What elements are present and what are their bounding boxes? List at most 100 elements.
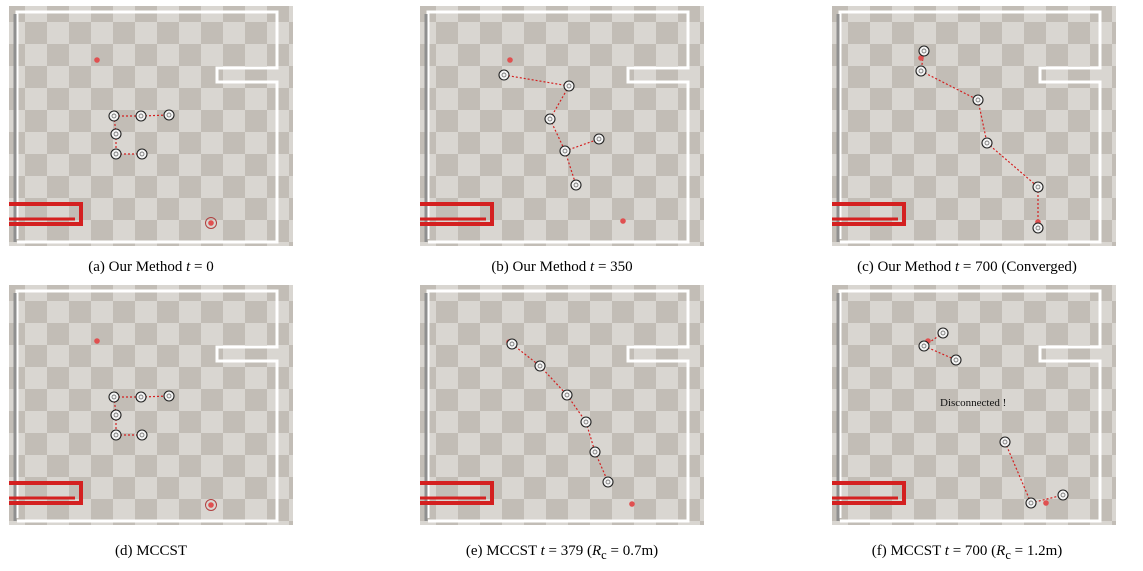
robot [110, 128, 122, 140]
panel-a [9, 6, 293, 246]
robot [918, 340, 930, 352]
comm-link [539, 365, 568, 396]
robot [561, 389, 573, 401]
boundary-wall [15, 289, 279, 523]
panel-b [420, 6, 704, 246]
docking-station [832, 202, 906, 226]
robot [135, 391, 147, 403]
robot [1032, 222, 1044, 234]
robot [1032, 181, 1044, 193]
target-point [208, 502, 214, 508]
scene-e [420, 285, 704, 525]
docking-station [832, 481, 906, 505]
target-marker-ring [205, 499, 217, 511]
robot [972, 94, 984, 106]
scene-a [9, 6, 293, 246]
robot [589, 446, 601, 458]
target-point [629, 501, 635, 507]
robot [136, 148, 148, 160]
robot [498, 69, 510, 81]
docking-station [420, 202, 494, 226]
robot [534, 360, 546, 372]
robot [108, 110, 120, 122]
robot [1057, 489, 1069, 501]
caption-b: (b) Our Method t = 350 [491, 259, 633, 275]
network [506, 338, 635, 507]
docking-station [420, 481, 494, 505]
docking-station [9, 481, 83, 505]
comm-link [986, 142, 1039, 188]
robot [110, 148, 122, 160]
target-point [918, 55, 924, 61]
panel-e [420, 285, 704, 525]
boundary-wall [838, 10, 1102, 244]
floor [9, 6, 293, 246]
target-point [208, 220, 214, 226]
robot [163, 390, 175, 402]
comm-link [923, 345, 957, 361]
target-point [94, 338, 100, 344]
comm-link [503, 74, 570, 87]
network [94, 338, 214, 508]
robot [1025, 497, 1037, 509]
robot [135, 110, 147, 122]
robot [544, 113, 556, 125]
robot [593, 133, 605, 145]
floor [832, 6, 1116, 246]
panel-f: Disconnected ! [832, 285, 1116, 525]
target-point [1043, 500, 1049, 506]
panel-d [9, 285, 293, 525]
robot [950, 354, 962, 366]
comm-link [113, 115, 117, 135]
disconnected-label: Disconnected ! [940, 397, 1006, 409]
caption-d: (d) MCCST [114, 543, 188, 559]
caption-e: (e) MCCST t = 379 (Rc = 0.7m) [465, 543, 659, 562]
boundary-wall [426, 289, 690, 523]
caption-f: (f) MCCST t = 700 (Rc = 1.2m) [871, 543, 1063, 562]
robot [937, 327, 949, 339]
scene-f: Disconnected ! [832, 285, 1116, 525]
robot [580, 416, 592, 428]
robot [918, 45, 930, 57]
robot [915, 65, 927, 77]
robot [136, 429, 148, 441]
panel-c [832, 6, 1116, 246]
boundary-wall [15, 10, 279, 244]
robot [108, 391, 120, 403]
target-point [94, 57, 100, 63]
comm-link [920, 70, 979, 101]
network [915, 45, 1044, 234]
target-point [620, 218, 626, 224]
robot [506, 338, 518, 350]
boundary-wall [426, 10, 690, 244]
scene-d [9, 285, 293, 525]
robot [999, 436, 1011, 448]
target-point [507, 57, 513, 63]
robot [163, 109, 175, 121]
floor [832, 285, 1116, 525]
comm-link [1004, 441, 1032, 504]
docking-station [9, 202, 83, 226]
floor [420, 6, 704, 246]
network [94, 57, 214, 226]
robot [570, 179, 582, 191]
robot [981, 137, 993, 149]
network [498, 57, 626, 224]
robot [602, 476, 614, 488]
network [918, 327, 1069, 509]
floor [9, 285, 293, 525]
caption-a: (a) Our Method t = 0 [88, 259, 214, 275]
comm-link [564, 150, 577, 186]
robot [559, 145, 571, 157]
comm-link [977, 99, 988, 144]
comm-link [113, 396, 117, 416]
floor [420, 285, 704, 525]
comm-link [511, 343, 541, 367]
target-marker-ring [205, 217, 217, 229]
robot [563, 80, 575, 92]
robot [110, 409, 122, 421]
scene-c [832, 6, 1116, 246]
caption-c: (c) Our Method t = 700 (Converged) [857, 259, 1077, 275]
scene-b [420, 6, 704, 246]
boundary-wall [838, 289, 1102, 523]
